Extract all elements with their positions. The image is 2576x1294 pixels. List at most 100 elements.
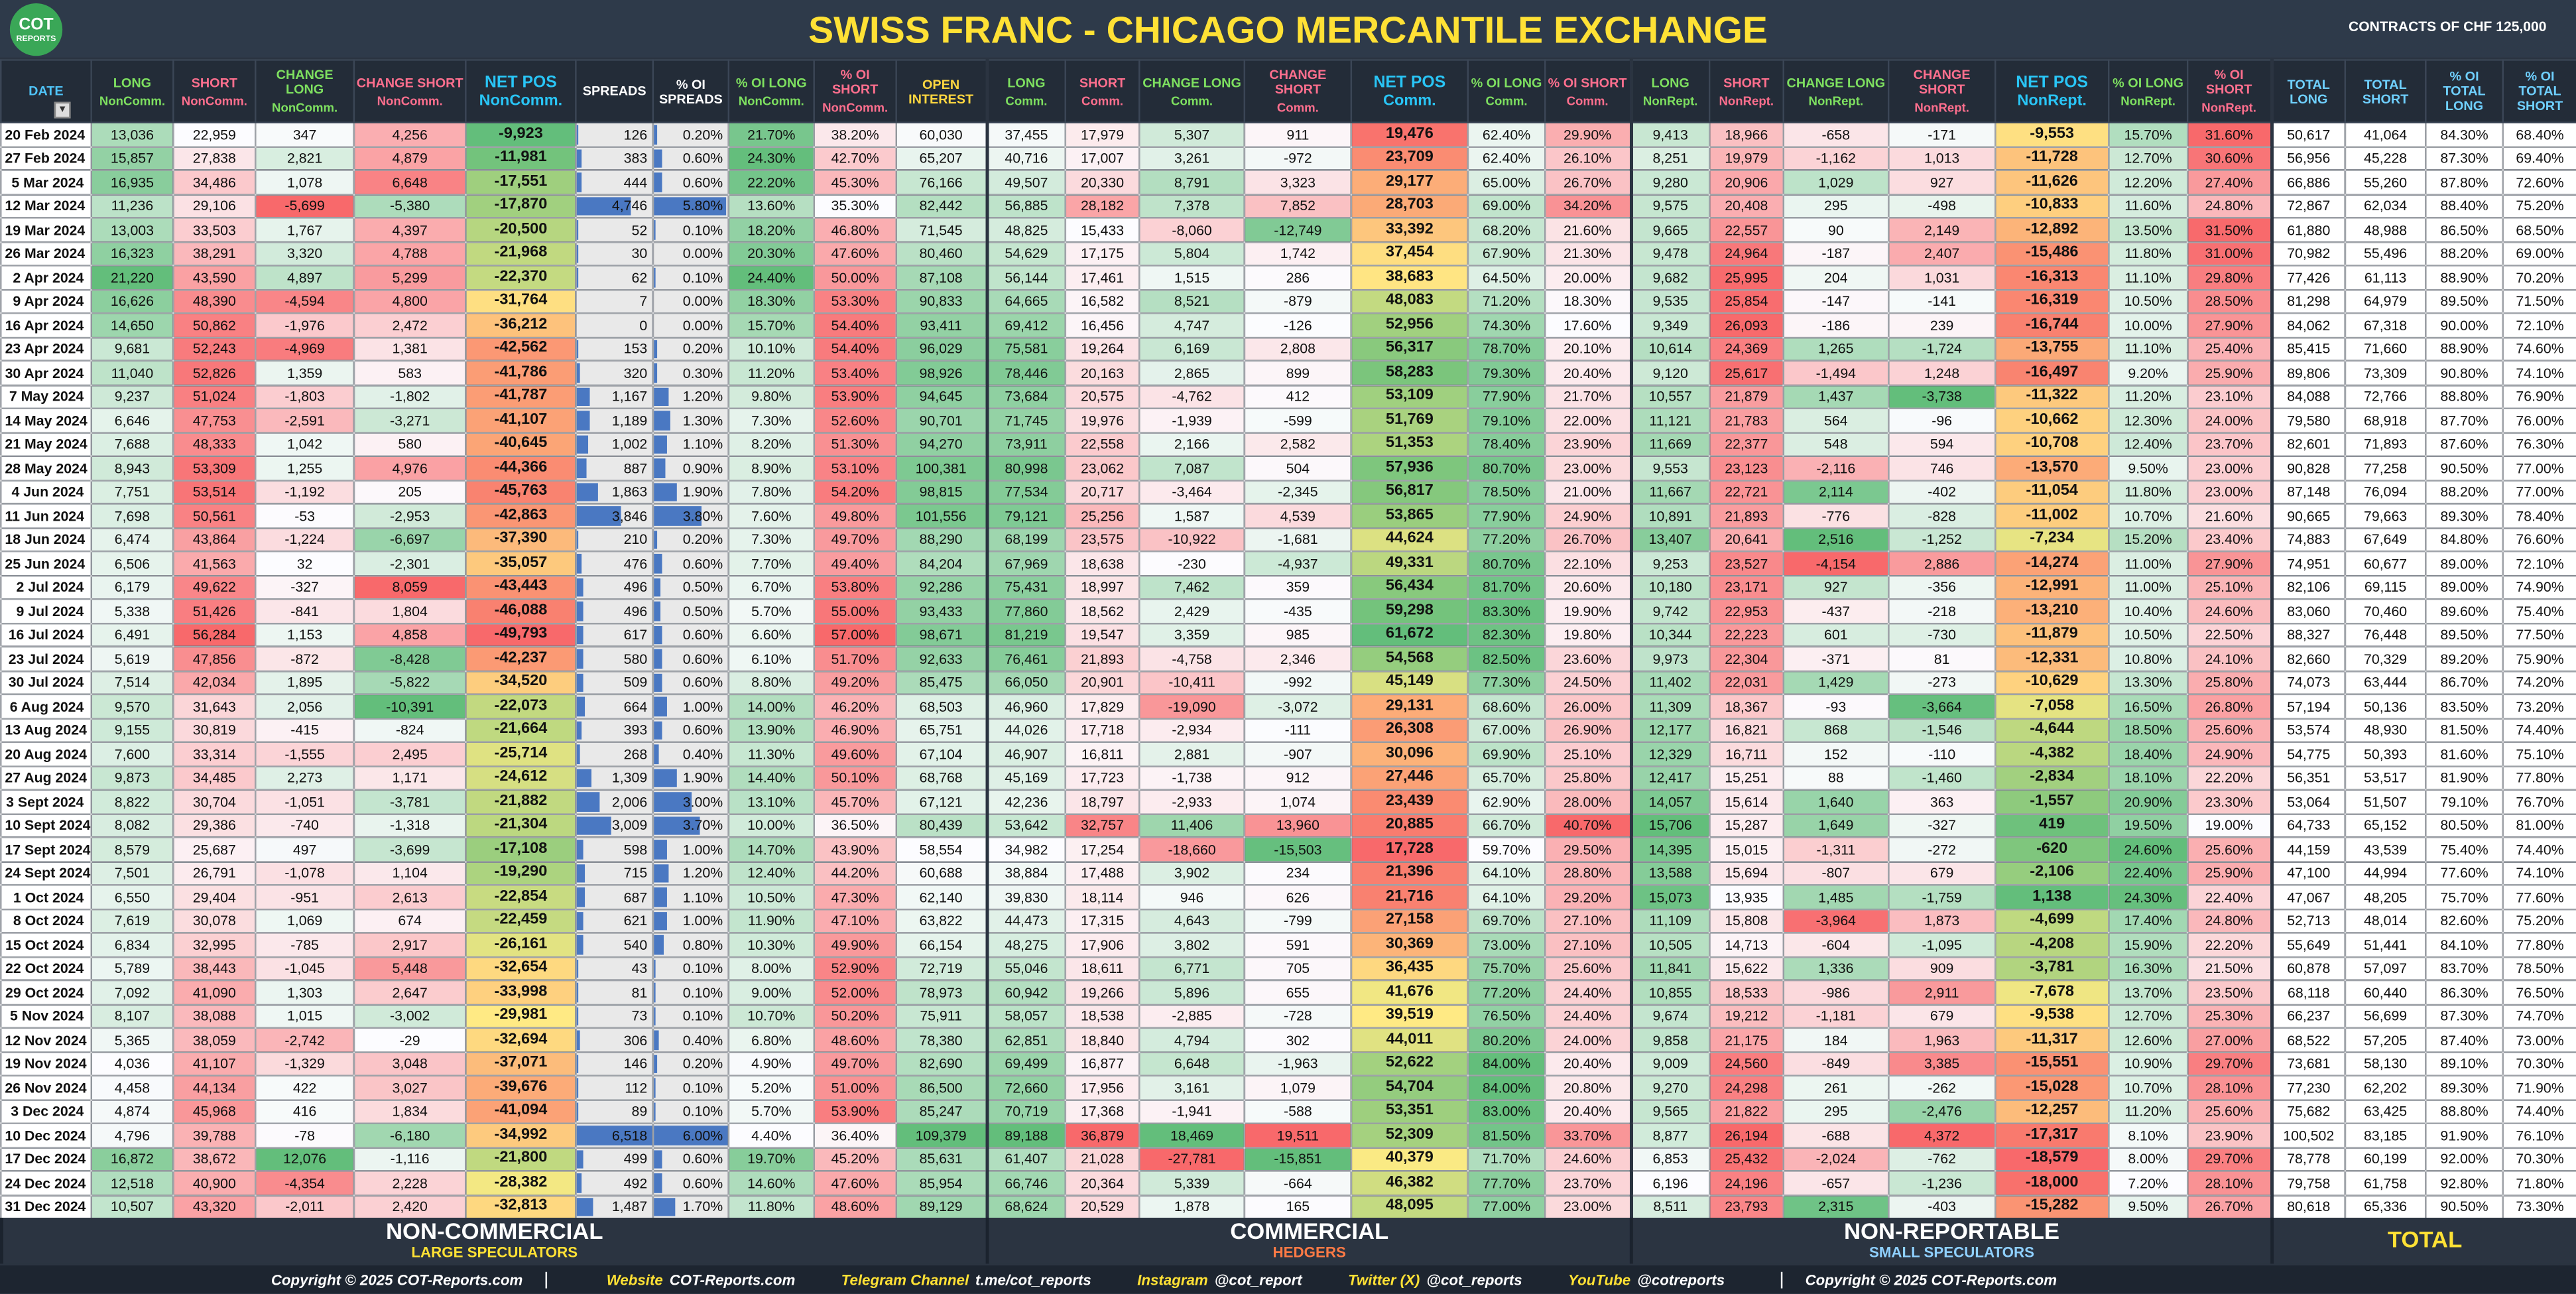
cell-text: 0.00%	[682, 292, 723, 310]
cell: 25.60%	[2186, 836, 2272, 862]
cell: 88	[1782, 765, 1890, 791]
section-label: COMMERCIAL HEDGERS	[985, 1217, 1630, 1264]
cell: 0.50%	[652, 574, 730, 600]
cell: 0.60%	[652, 550, 730, 576]
cell: 8.00%	[727, 955, 815, 982]
cell-text: 30	[631, 245, 648, 262]
cell: 3,009	[575, 812, 654, 838]
cell: 67,121	[895, 789, 988, 814]
cell: 23,171	[1708, 574, 1784, 600]
cell: -43,443	[465, 574, 577, 600]
cell: 30,078	[172, 907, 257, 934]
cell: 17,007	[1064, 145, 1140, 171]
cell: 42.70%	[813, 145, 897, 171]
cell: 37,455	[985, 121, 1067, 147]
cell: 23 Apr 2024	[0, 336, 92, 362]
data-bar	[654, 1149, 662, 1169]
cell: 67,649	[2344, 527, 2427, 552]
cell: 21,396	[1350, 860, 1469, 886]
column-header: LONG NonComm.	[90, 59, 174, 123]
cell: 61,113	[2344, 264, 2427, 291]
cell: 19 Mar 2024	[0, 217, 92, 243]
cell: -740	[255, 812, 355, 838]
cell: 1.20%	[652, 860, 730, 886]
cell: 204	[1782, 264, 1890, 291]
cell: 23,062	[1064, 455, 1140, 481]
cell: -9,538	[1994, 1003, 2110, 1029]
cell: 51,024	[172, 383, 257, 409]
cell: -4,937	[1243, 550, 1353, 576]
cell: -15,503	[1243, 836, 1353, 862]
cell-text: 0.30%	[682, 364, 723, 381]
cell: 75.20%	[2502, 907, 2576, 934]
cell: 0.60%	[652, 621, 730, 648]
cell: 44,159	[2269, 836, 2347, 862]
cell-text: 1,863	[611, 484, 648, 500]
data-bar	[577, 887, 585, 907]
cell: -3,781	[1994, 955, 2110, 982]
cell: -21,800	[465, 1146, 577, 1172]
table-row: 24 Dec 2024 12,518 40,900 -4,354 2,228 -28,38…	[0, 1170, 2576, 1196]
cell: 70,329	[2344, 645, 2427, 672]
cell: 90,828	[2269, 455, 2347, 481]
cell: 90.50%	[2425, 455, 2504, 481]
data-bar	[654, 649, 662, 669]
cell: 50,617	[2269, 121, 2347, 147]
cell: 6.10%	[727, 645, 815, 672]
cell: 77.20%	[1467, 527, 1546, 552]
cell: 70.20%	[2502, 264, 2576, 291]
cell: 17 Sept 2024	[0, 836, 92, 862]
header-sublabel: NonComm.	[181, 92, 247, 108]
table-row: 16 Jul 2024 6,491 56,284 1,153 4,858 -49,793 6…	[0, 621, 2576, 648]
cell: 393	[575, 717, 654, 743]
cell: 1.10%	[652, 884, 730, 910]
cell: 74.70%	[2502, 1003, 2576, 1029]
cell: 23.10%	[2186, 383, 2272, 409]
cell: 14,395	[1628, 836, 1711, 862]
cell: 3,902	[1138, 860, 1246, 886]
cell: 112	[575, 1074, 654, 1100]
data-bar	[654, 840, 666, 859]
cell: 6,196	[1628, 1170, 1711, 1196]
cell: 65,207	[895, 145, 988, 171]
cell-text: 0.10%	[682, 984, 723, 1001]
cell: 1,303	[255, 979, 355, 1005]
cell: 89,129	[895, 1194, 988, 1218]
cell: 72,766	[2344, 383, 2427, 409]
cell: 66,154	[895, 931, 988, 958]
cell: 25 Jun 2024	[0, 550, 92, 576]
cell: 1,873	[1887, 907, 1996, 934]
cell: 81.50%	[2425, 717, 2504, 743]
cell: 77,860	[985, 598, 1067, 624]
cell: 4,897	[255, 264, 355, 291]
cell: 3,385	[1887, 1051, 1996, 1076]
cell: 88.20%	[2425, 241, 2504, 267]
cell: 1,834	[353, 1098, 467, 1124]
cell: 18,538	[1064, 1003, 1140, 1029]
cell: 50,393	[2344, 741, 2427, 767]
cell: -8,428	[353, 645, 467, 672]
data-bar	[577, 244, 578, 263]
cell: 72.10%	[2502, 550, 2576, 576]
cell: 28,182	[1064, 193, 1140, 219]
cell: 9,575	[1628, 193, 1711, 219]
cell: 11,309	[1628, 693, 1711, 719]
cell: 49.90%	[813, 931, 897, 958]
cell: 84,088	[2269, 383, 2347, 409]
cell: 22.40%	[2186, 884, 2272, 910]
cell: 75.20%	[2502, 193, 2576, 219]
cell: 30,819	[172, 717, 257, 743]
cell: 54,704	[1350, 1074, 1469, 1100]
filter-button[interactable]: ▾	[54, 101, 71, 119]
cell: -2,011	[255, 1194, 355, 1218]
cell: -3,002	[353, 1003, 467, 1029]
cell: 9,280	[1628, 169, 1711, 195]
cell: 89.30%	[2425, 503, 2504, 529]
cell: -262	[1887, 1074, 1996, 1100]
cell: 3.80%	[652, 503, 730, 529]
cell: 20.00%	[1544, 264, 1632, 291]
cell: -1,095	[1887, 931, 1996, 958]
cell-text: 126	[623, 126, 648, 143]
cell: 9,009	[1628, 1051, 1711, 1076]
cell: 85,247	[895, 1098, 988, 1124]
